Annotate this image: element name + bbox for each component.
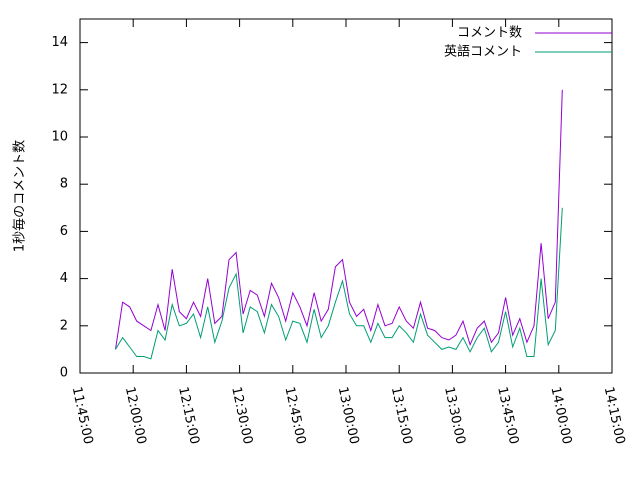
- plot-border: [79, 18, 613, 374]
- y-tick-label: 6: [60, 224, 68, 239]
- series-line: [115, 89, 563, 350]
- x-tick-label: 13:15:00: [388, 385, 415, 445]
- x-tick-label: 12:30:00: [228, 385, 255, 445]
- y-tick-label: 8: [60, 177, 68, 192]
- series-line: [115, 207, 563, 360]
- x-tick-label: 12:00:00: [122, 385, 149, 445]
- x-tick-label: 11:45:00: [69, 385, 96, 445]
- y-tick-label: 4: [60, 271, 68, 286]
- y-tick-label: 14: [51, 35, 68, 50]
- legend-label: コメント数: [457, 26, 522, 41]
- legend-label: 英語コメント: [444, 44, 522, 60]
- y-tick-label: 10: [51, 130, 68, 145]
- x-tick-label: 13:30:00: [441, 385, 468, 445]
- x-tick-label: 14:00:00: [547, 385, 574, 445]
- x-tick-label: 12:15:00: [175, 385, 202, 445]
- x-tick-label: 12:45:00: [281, 385, 308, 445]
- y-tick-label: 2: [60, 318, 68, 333]
- y-tick-label: 0: [60, 366, 68, 381]
- x-tick-label: 14:15:00: [601, 385, 628, 445]
- y-tick-label: 12: [51, 82, 68, 97]
- x-tick-label: 13:45:00: [494, 385, 521, 445]
- x-tick-label: 13:00:00: [335, 385, 362, 445]
- y-axis-label: 1秒毎のコメント数: [12, 140, 28, 252]
